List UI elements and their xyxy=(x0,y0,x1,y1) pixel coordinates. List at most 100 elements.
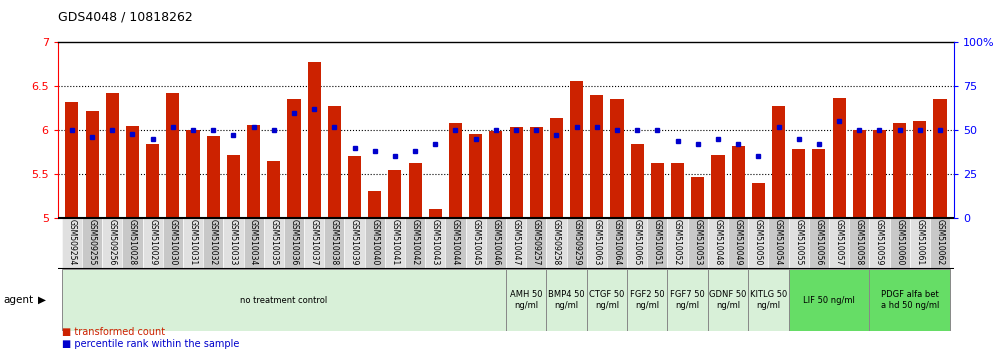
Text: GSM510064: GSM510064 xyxy=(613,219,622,265)
Bar xyxy=(82,218,103,269)
Text: GSM510056: GSM510056 xyxy=(815,219,824,265)
Bar xyxy=(870,218,889,269)
Text: FGF7 50
ng/ml: FGF7 50 ng/ml xyxy=(670,290,705,310)
Bar xyxy=(708,269,748,331)
Text: LIF 50 ng/ml: LIF 50 ng/ml xyxy=(803,296,855,304)
Text: GSM510061: GSM510061 xyxy=(915,219,924,265)
Bar xyxy=(667,269,708,331)
Text: GSM509255: GSM509255 xyxy=(88,219,97,265)
Text: GSM510058: GSM510058 xyxy=(855,219,864,265)
Bar xyxy=(510,127,523,218)
Bar xyxy=(506,218,526,269)
Bar xyxy=(425,218,445,269)
Bar xyxy=(308,62,321,218)
Bar xyxy=(870,269,950,331)
Bar xyxy=(611,99,623,218)
Bar xyxy=(647,218,667,269)
Bar xyxy=(304,218,325,269)
Bar xyxy=(772,105,785,218)
Text: GSM509254: GSM509254 xyxy=(68,219,77,265)
Text: GSM510050: GSM510050 xyxy=(754,219,763,265)
Text: no treatment control: no treatment control xyxy=(240,296,328,304)
Bar xyxy=(933,99,946,218)
Bar xyxy=(469,135,482,218)
Text: ■ transformed count: ■ transformed count xyxy=(62,327,165,337)
Bar xyxy=(667,218,687,269)
Text: GSM510047: GSM510047 xyxy=(512,219,521,265)
Bar xyxy=(587,218,607,269)
Bar xyxy=(627,218,647,269)
Text: GSM510042: GSM510042 xyxy=(410,219,419,265)
Text: GSM510051: GSM510051 xyxy=(653,219,662,265)
Bar xyxy=(146,144,159,218)
Text: PDGF alfa bet
a hd 50 ng/ml: PDGF alfa bet a hd 50 ng/ml xyxy=(880,290,939,310)
Bar xyxy=(183,218,203,269)
Text: GSM510055: GSM510055 xyxy=(794,219,803,265)
Bar xyxy=(267,161,280,218)
Bar xyxy=(728,218,748,269)
Text: GSM510048: GSM510048 xyxy=(713,219,722,265)
Bar xyxy=(530,127,543,218)
Text: GSM510059: GSM510059 xyxy=(874,219,884,265)
Bar xyxy=(486,218,506,269)
Text: GSM510053: GSM510053 xyxy=(693,219,702,265)
Text: GSM510032: GSM510032 xyxy=(209,219,218,265)
Bar xyxy=(732,146,745,218)
Text: ■ percentile rank within the sample: ■ percentile rank within the sample xyxy=(62,339,239,349)
Text: GSM510030: GSM510030 xyxy=(168,219,177,265)
Bar xyxy=(893,123,906,218)
Bar xyxy=(547,218,567,269)
Bar xyxy=(769,218,789,269)
Bar xyxy=(186,130,199,218)
Bar xyxy=(748,218,769,269)
Text: AMH 50
ng/ml: AMH 50 ng/ml xyxy=(510,290,543,310)
Text: GSM509256: GSM509256 xyxy=(108,219,117,265)
Bar xyxy=(206,136,220,218)
Bar xyxy=(526,218,547,269)
Bar xyxy=(405,218,425,269)
Bar xyxy=(930,218,950,269)
Text: GSM510062: GSM510062 xyxy=(935,219,944,265)
Text: GSM510052: GSM510052 xyxy=(673,219,682,265)
Text: GSM510065: GSM510065 xyxy=(632,219,641,265)
Text: CTGF 50
ng/ml: CTGF 50 ng/ml xyxy=(590,290,624,310)
Text: GSM510028: GSM510028 xyxy=(127,219,137,265)
Text: GSM510044: GSM510044 xyxy=(451,219,460,265)
Bar xyxy=(591,95,604,218)
Text: GSM509259: GSM509259 xyxy=(572,219,581,265)
Bar xyxy=(671,162,684,218)
Bar xyxy=(829,218,850,269)
Bar xyxy=(630,144,643,218)
Bar xyxy=(853,130,866,218)
Bar xyxy=(752,183,765,218)
Bar xyxy=(547,269,587,331)
Bar xyxy=(789,218,809,269)
Bar xyxy=(428,209,442,218)
Text: GSM510036: GSM510036 xyxy=(290,219,299,265)
Bar xyxy=(103,218,123,269)
Bar xyxy=(627,269,667,331)
Text: GSM510033: GSM510033 xyxy=(229,219,238,265)
Bar xyxy=(106,93,119,218)
Bar xyxy=(223,218,243,269)
Bar xyxy=(850,218,870,269)
Text: GSM510040: GSM510040 xyxy=(371,219,379,265)
Bar xyxy=(872,130,886,218)
Bar xyxy=(86,111,99,218)
Bar xyxy=(345,218,365,269)
Bar xyxy=(62,218,82,269)
Text: GSM510039: GSM510039 xyxy=(350,219,359,265)
Bar xyxy=(348,156,362,218)
Bar xyxy=(445,218,465,269)
Bar xyxy=(227,155,240,218)
Bar xyxy=(288,99,301,218)
Bar xyxy=(691,177,704,218)
Bar xyxy=(889,218,909,269)
Text: GSM510037: GSM510037 xyxy=(310,219,319,265)
Bar xyxy=(369,192,381,218)
Text: GSM510031: GSM510031 xyxy=(188,219,197,265)
Bar xyxy=(62,269,506,331)
Bar xyxy=(365,218,384,269)
Bar xyxy=(123,218,142,269)
Bar xyxy=(708,218,728,269)
